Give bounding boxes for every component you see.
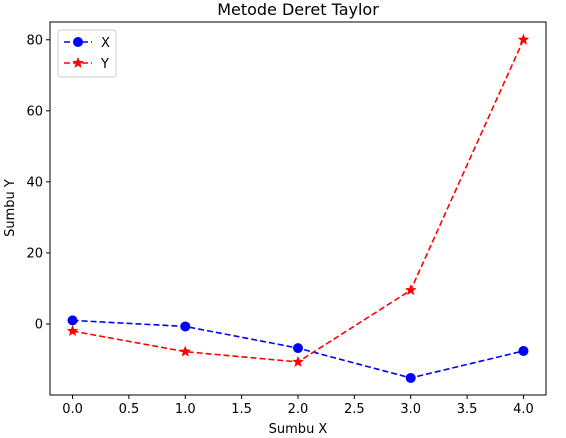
y-tick-label: 0	[35, 317, 43, 332]
y-tick-label: 60	[26, 104, 43, 119]
x-axis-ticks: 0.0 0.5 1.0 1.5 2.0 2.5 3.0 3.5 4.0	[62, 395, 534, 417]
series-x-point	[180, 321, 191, 332]
legend-marker-x	[73, 37, 83, 47]
series-y-point	[517, 33, 530, 45]
y-tick-label: 80	[26, 33, 43, 48]
series-line-y	[72, 39, 525, 363]
x-tick-label: 2.5	[344, 402, 365, 417]
x-tick-label: 3.5	[457, 402, 478, 417]
series-x-point	[293, 343, 303, 354]
legend: XY	[57, 29, 117, 78]
x-tick-label: 1.5	[231, 402, 252, 417]
legend-marker-y	[72, 56, 84, 69]
y-axis-ticks: 0 20 40 60 80	[26, 33, 50, 332]
y-axis-label: Sumbu Y	[3, 179, 18, 237]
plot-area-frame	[49, 21, 547, 396]
series-x-point	[67, 315, 78, 326]
plot-marks	[66, 33, 530, 383]
series-y-point	[179, 345, 192, 357]
x-tick-label: 2.0	[288, 402, 309, 417]
series-y-point	[404, 283, 417, 296]
x-tick-label: 0.0	[62, 402, 83, 417]
legend-label-x: X	[101, 36, 110, 51]
series-x-point	[518, 345, 529, 356]
chart-title: Metode Deret Taylor	[217, 0, 379, 19]
legend-box	[57, 29, 117, 78]
series-y-point	[292, 355, 304, 367]
x-tick-label: 0.5	[119, 402, 140, 417]
x-axis-label: Sumbu X	[269, 422, 328, 437]
series-y-point	[66, 324, 79, 337]
x-tick-label: 1.0	[175, 402, 196, 417]
y-tick-label: 40	[26, 175, 43, 190]
series-x-point	[405, 372, 416, 383]
x-tick-label: 4.0	[513, 402, 534, 417]
x-tick-label: 3.0	[400, 402, 421, 417]
y-tick-label: 20	[26, 246, 43, 261]
legend-label-y: Y	[100, 57, 109, 72]
